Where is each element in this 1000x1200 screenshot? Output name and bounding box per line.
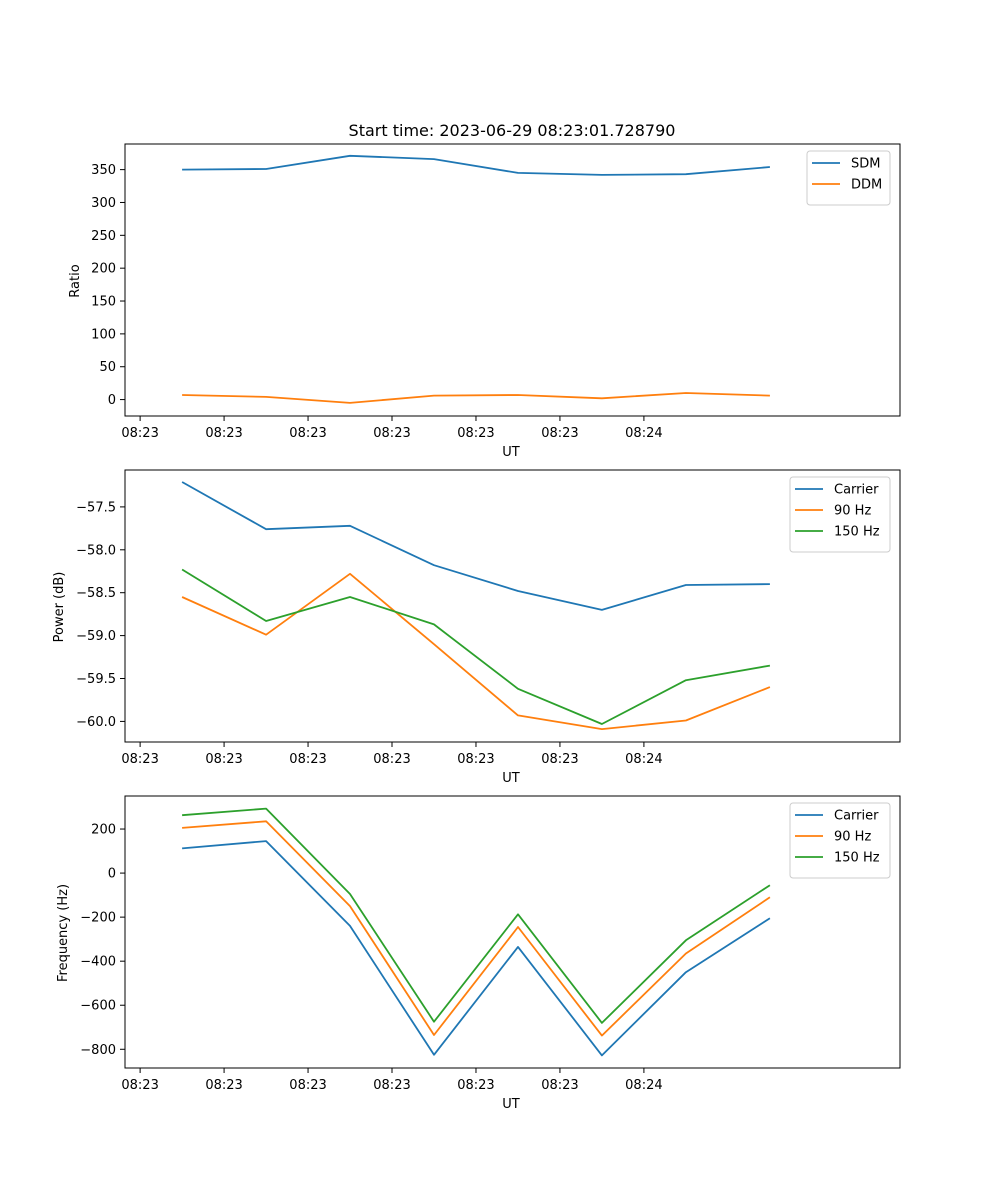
power-y-tick-label: −59.5	[76, 672, 116, 687]
frequency-x-tick-label: 08:23	[121, 1078, 158, 1093]
power-legend-label: 90 Hz	[834, 504, 871, 519]
power-legend-label: 150 Hz	[834, 525, 880, 540]
frequency-x-tick-label: 08:23	[373, 1078, 410, 1093]
frequency-x-tick-label: 08:23	[289, 1078, 326, 1093]
ratio-x-tick-label: 08:23	[373, 426, 410, 441]
frequency-y-tick-label: −600	[80, 999, 116, 1014]
power-legend-label: Carrier	[834, 483, 879, 498]
ratio-x-tick-label: 08:23	[121, 426, 158, 441]
frequency-x-tick-label: 08:24	[625, 1078, 662, 1093]
ratio-x-axis-label: UT	[502, 445, 520, 460]
ratio-axes-frame	[124, 143, 901, 417]
ratio-y-axis-label: Ratio	[68, 264, 83, 297]
ratio-y-tick-label: 250	[91, 229, 116, 244]
power-legend	[789, 476, 891, 553]
ratio-y-tick-label: 300	[91, 196, 116, 211]
ratio-legend-label: DDM	[851, 178, 882, 193]
power-x-axis-label: UT	[502, 771, 520, 786]
frequency-x-tick-label: 08:23	[457, 1078, 494, 1093]
frequency-legend-label: 90 Hz	[834, 830, 871, 845]
power-x-tick-label: 08:23	[205, 752, 242, 767]
ratio-y-tick-label: 150	[91, 295, 116, 310]
power-x-tick-label: 08:23	[373, 752, 410, 767]
power-y-tick-label: −58.5	[76, 586, 116, 601]
power-y-tick-label: −60.0	[76, 715, 116, 730]
frequency-x-tick-label: 08:23	[205, 1078, 242, 1093]
frequency-axes-frame	[124, 795, 901, 1069]
power-series-line-150-hz	[181, 568, 771, 725]
ratio-series-line-sdm	[182, 154, 770, 176]
power-x-tick-label: 08:24	[625, 752, 662, 767]
frequency-series-line-150-hz	[182, 807, 771, 1024]
ratio-y-tick-label: 350	[91, 163, 116, 178]
power-y-axis-label: Power (dB)	[52, 572, 67, 643]
power-y-tick-label: −57.5	[76, 500, 116, 515]
power-series-line-90-hz	[181, 572, 771, 730]
frequency-legend	[789, 802, 891, 879]
ratio-legend	[806, 150, 891, 206]
frequency-y-tick-label: −400	[80, 955, 116, 970]
power-x-tick-label: 08:23	[457, 752, 494, 767]
frequency-y-tick-label: 200	[91, 823, 116, 838]
power-axes-frame	[124, 469, 901, 743]
frequency-legend-label: Carrier	[834, 809, 879, 824]
frequency-series-line-carrier	[182, 840, 771, 1057]
ratio-x-tick-label: 08:23	[457, 426, 494, 441]
ratio-y-tick-label: 50	[99, 360, 116, 375]
frequency-y-tick-label: −800	[80, 1043, 116, 1058]
ratio-x-tick-label: 08:24	[625, 426, 662, 441]
ratio-panel: UT Ratio 08:23 08:23 08:23 08:23 08:23 08:23 0…	[68, 143, 901, 460]
ratio-y-tick-label: 200	[91, 262, 116, 277]
ratio-x-tick-label: 08:23	[205, 426, 242, 441]
power-x-tick-label: 08:23	[121, 752, 158, 767]
power-panel: UT Power (dB) 08:23 08:23 08:23 08:23 08:23 0…	[52, 469, 901, 786]
ratio-x-tick-label: 08:23	[541, 426, 578, 441]
frequency-legend-label: 150 Hz	[834, 851, 880, 866]
frequency-x-axis-label: UT	[502, 1097, 520, 1112]
ratio-x-tick-label: 08:23	[289, 426, 326, 441]
frequency-panel: UT Frequency (Hz) 08:23 08:23 08:23 08:23 08…	[56, 795, 901, 1112]
frequency-x-tick-label: 08:23	[541, 1078, 578, 1093]
power-x-tick-label: 08:23	[289, 752, 326, 767]
power-x-tick-label: 08:23	[541, 752, 578, 767]
chart-title: Start time: 2023-06-29 08:23:01.728790	[349, 121, 676, 140]
power-y-tick-label: −58.0	[76, 543, 116, 558]
ratio-series-line-ddm	[182, 392, 770, 404]
frequency-y-axis-label: Frequency (Hz)	[56, 884, 71, 982]
power-series-line-carrier	[181, 481, 770, 611]
ratio-y-tick-label: 100	[91, 327, 116, 342]
frequency-series-line-90-hz	[182, 820, 771, 1037]
ratio-y-tick-label: 0	[108, 393, 116, 408]
frequency-y-tick-label: −200	[80, 911, 116, 926]
power-y-tick-label: −59.0	[76, 629, 116, 644]
ratio-legend-label: SDM	[851, 157, 880, 172]
frequency-y-tick-label: 0	[108, 867, 116, 882]
